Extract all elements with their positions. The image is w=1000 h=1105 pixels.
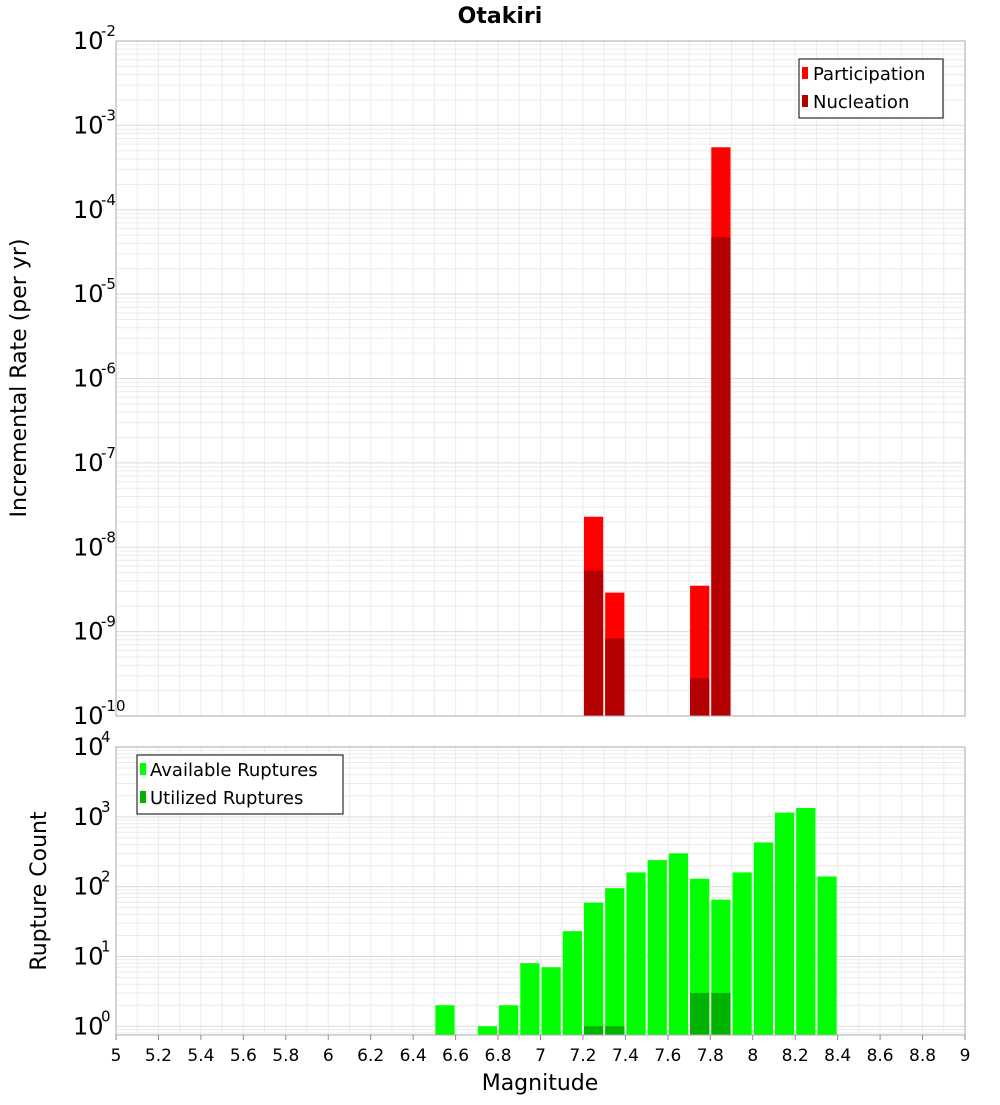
y-tick-label: 10 <box>73 533 104 561</box>
y-tick-exponent: -5 <box>101 275 116 293</box>
bar-available-ruptures <box>732 872 752 1035</box>
y-tick-label: 10 <box>73 111 104 139</box>
x-tick-label: 8 <box>747 1046 758 1066</box>
bottom-legend-box <box>136 754 344 815</box>
legend-label-participation: Participation <box>813 64 925 85</box>
x-tick-label: 8.6 <box>867 1046 894 1066</box>
y-tick-label: 10 <box>73 196 104 224</box>
x-tick-label: 5.6 <box>230 1046 257 1066</box>
x-tick-label: 6 <box>323 1046 334 1066</box>
y-tick-label: 10 <box>73 618 104 646</box>
x-tick-label: 8.2 <box>782 1046 809 1066</box>
x-tick-label: 8.8 <box>909 1046 936 1066</box>
top-legend: Participation Nucleation <box>798 58 944 119</box>
x-tick-label: 5.4 <box>187 1046 214 1066</box>
x-tick-label: 6.2 <box>357 1046 384 1066</box>
y-tick-label: 10 <box>73 27 104 55</box>
legend-swatch-utilized-ruptures <box>140 791 146 803</box>
x-axis-ticks: 5 5.2 5.4 5.6 5.8 6 6.2 6.4 6.6 6.8 7 7.2 7.4 7.6 7.8 8… <box>111 1035 971 1066</box>
x-tick-label: 7 <box>535 1046 546 1066</box>
legend-swatch-available-ruptures <box>140 763 146 775</box>
y-tick-exponent: 4 <box>101 728 111 746</box>
bar-utilized-ruptures <box>583 1026 604 1035</box>
chart-title: Otakiri <box>458 4 543 29</box>
y-tick-label: 10 <box>73 1012 104 1040</box>
bar-nucleation <box>583 570 604 716</box>
bottom-legend: Available Ruptures Utilized Ruptures <box>136 754 344 815</box>
bar-available-ruptures <box>477 1026 498 1035</box>
bar-utilized-ruptures <box>690 992 710 1035</box>
top-panel-bars <box>583 147 731 717</box>
bar-available-ruptures <box>817 876 837 1035</box>
bar-available-ruptures <box>605 888 625 1035</box>
legend-swatch-participation <box>802 67 808 79</box>
y-tick-exponent: -2 <box>101 22 116 40</box>
bar-available-ruptures <box>668 853 689 1035</box>
x-tick-label: 9 <box>960 1046 971 1066</box>
top-panel-frame <box>115 40 966 717</box>
y-tick-label: 10 <box>73 280 104 308</box>
y-tick-exponent: -10 <box>101 697 126 715</box>
bar-available-ruptures <box>583 902 604 1035</box>
x-tick-label: 7.8 <box>697 1046 724 1066</box>
bar-available-ruptures <box>774 812 795 1035</box>
y-tick-exponent: -8 <box>101 528 116 546</box>
x-tick-label: 6.4 <box>400 1046 427 1066</box>
x-tick-label: 5 <box>111 1046 122 1066</box>
bottom-y-axis-label: Rupture Count <box>27 811 52 971</box>
top-legend-box <box>798 58 944 119</box>
x-tick-label: 7.4 <box>612 1046 639 1066</box>
bar-available-ruptures <box>520 963 540 1035</box>
bar-available-ruptures <box>753 842 773 1035</box>
bar-available-ruptures <box>647 860 667 1035</box>
y-tick-label: 10 <box>73 702 104 730</box>
y-tick-exponent: -4 <box>101 191 116 209</box>
bar-available-ruptures <box>435 1005 455 1035</box>
bar-nucleation <box>605 638 625 716</box>
y-tick-label: 10 <box>73 449 104 477</box>
legend-label-utilized-ruptures: Utilized Ruptures <box>150 788 303 809</box>
x-axis-label: Magnitude <box>482 1071 599 1096</box>
y-tick-label: 10 <box>73 873 104 901</box>
bar-utilized-ruptures <box>711 992 731 1035</box>
bar-available-ruptures <box>796 807 816 1035</box>
x-tick-label: 8.4 <box>824 1046 851 1066</box>
bar-available-ruptures <box>562 931 582 1035</box>
legend-label-nucleation: Nucleation <box>813 92 909 113</box>
bar-available-ruptures <box>541 967 561 1035</box>
y-tick-exponent: -7 <box>101 444 116 462</box>
y-tick-label: 10 <box>73 733 104 761</box>
bar-available-ruptures <box>499 1005 519 1035</box>
x-tick-label: 5.8 <box>272 1046 299 1066</box>
x-tick-label: 6.8 <box>485 1046 512 1066</box>
bar-nucleation <box>690 678 710 716</box>
top-panel-y-ticks: 10-210-310-410-510-610-710-810-910-10 <box>73 22 126 730</box>
top-panel-grid <box>115 41 966 717</box>
y-tick-label: 10 <box>73 365 104 393</box>
x-tick-label: 6.6 <box>442 1046 469 1066</box>
y-tick-exponent: 2 <box>101 868 111 886</box>
x-tick-label: 7.2 <box>569 1046 596 1066</box>
y-tick-exponent: 1 <box>101 937 111 955</box>
bar-available-ruptures <box>626 872 646 1035</box>
y-tick-exponent: -9 <box>101 613 116 631</box>
legend-label-available-ruptures: Available Ruptures <box>150 760 318 781</box>
bar-utilized-ruptures <box>605 1026 625 1035</box>
bar-nucleation <box>711 237 731 716</box>
y-tick-exponent: -6 <box>101 360 116 378</box>
y-tick-exponent: 0 <box>101 1007 111 1025</box>
y-tick-label: 10 <box>73 803 104 831</box>
legend-swatch-nucleation <box>802 95 808 107</box>
x-tick-label: 7.6 <box>654 1046 681 1066</box>
top-y-axis-label: Incremental Rate (per yr) <box>7 239 32 518</box>
y-tick-label: 10 <box>73 942 104 970</box>
y-tick-exponent: 3 <box>101 798 111 816</box>
x-tick-label: 5.2 <box>145 1046 172 1066</box>
bottom-panel-bars <box>435 807 837 1035</box>
y-tick-exponent: -3 <box>101 106 116 124</box>
